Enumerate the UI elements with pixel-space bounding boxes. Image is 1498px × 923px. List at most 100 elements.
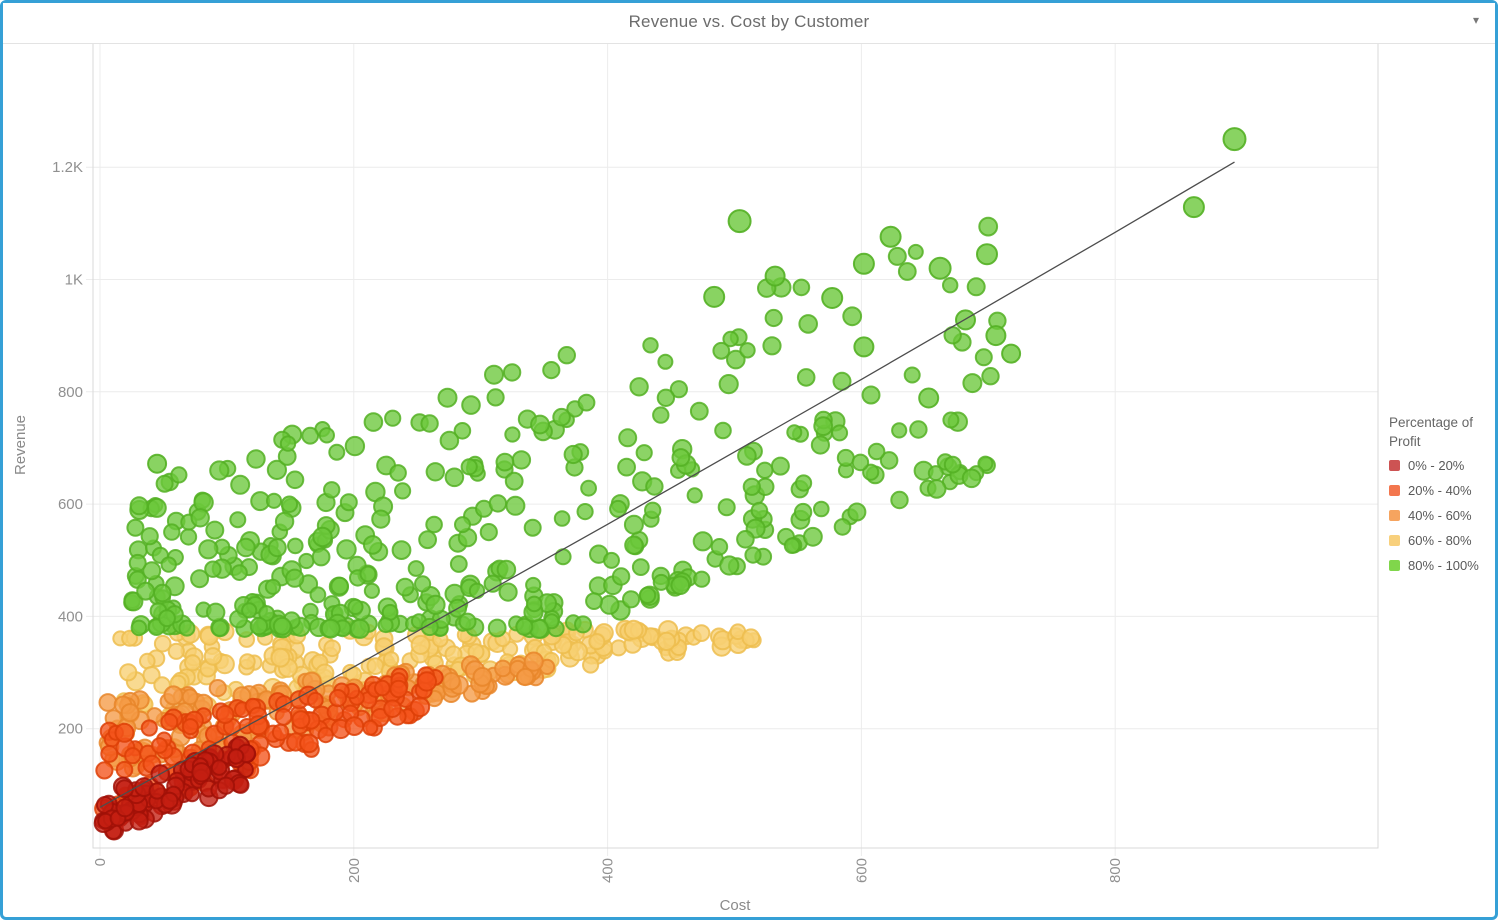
data-point[interactable]: [362, 719, 379, 736]
data-point[interactable]: [862, 463, 880, 481]
data-point[interactable]: [468, 582, 486, 599]
data-point[interactable]: [603, 551, 620, 569]
data-point[interactable]: [330, 576, 349, 596]
data-point[interactable]: [203, 647, 223, 666]
data-point[interactable]: [515, 617, 534, 636]
data-point[interactable]: [163, 523, 181, 541]
data-point[interactable]: [669, 380, 689, 399]
data-point[interactable]: [437, 387, 458, 408]
data-point[interactable]: [927, 465, 944, 482]
data-point[interactable]: [942, 411, 960, 429]
data-point[interactable]: [692, 624, 711, 642]
data-point[interactable]: [689, 401, 709, 421]
data-point[interactable]: [961, 468, 982, 489]
data-point[interactable]: [460, 458, 478, 476]
data-point[interactable]: [425, 594, 446, 615]
data-point[interactable]: [1001, 343, 1022, 364]
data-point[interactable]: [890, 490, 909, 510]
data-point[interactable]: [198, 539, 219, 560]
data-point[interactable]: [693, 570, 711, 588]
data-point[interactable]: [442, 672, 461, 691]
data-point[interactable]: [588, 633, 606, 651]
data-point[interactable]: [119, 663, 138, 682]
data-point[interactable]: [796, 368, 816, 387]
data-point[interactable]: [853, 336, 875, 358]
data-point[interactable]: [158, 609, 176, 628]
data-point[interactable]: [377, 617, 394, 634]
data-point[interactable]: [362, 535, 383, 555]
data-point[interactable]: [722, 330, 739, 348]
data-point[interactable]: [525, 595, 543, 613]
data-point[interactable]: [737, 446, 757, 466]
data-point[interactable]: [966, 277, 986, 297]
data-point[interactable]: [803, 526, 823, 547]
data-point[interactable]: [836, 448, 855, 467]
data-point[interactable]: [498, 582, 518, 602]
data-point[interactable]: [652, 406, 670, 424]
data-point[interactable]: [265, 492, 283, 509]
data-point[interactable]: [210, 759, 228, 776]
data-point[interactable]: [981, 367, 1000, 386]
data-point[interactable]: [318, 427, 335, 444]
data-point[interactable]: [420, 617, 439, 637]
data-point[interactable]: [160, 791, 179, 810]
data-point[interactable]: [211, 619, 229, 637]
data-point[interactable]: [121, 629, 139, 647]
data-point[interactable]: [739, 342, 756, 359]
data-point[interactable]: [115, 779, 134, 799]
data-point[interactable]: [897, 262, 917, 281]
data-point[interactable]: [153, 634, 172, 653]
data-point[interactable]: [623, 619, 644, 640]
data-point[interactable]: [511, 450, 532, 470]
data-point[interactable]: [712, 341, 731, 360]
data-point[interactable]: [258, 605, 275, 622]
data-point[interactable]: [487, 618, 507, 638]
data-point[interactable]: [504, 426, 521, 443]
data-point[interactable]: [339, 493, 358, 512]
data-point[interactable]: [153, 583, 172, 603]
data-point[interactable]: [155, 474, 174, 493]
data-point[interactable]: [762, 336, 782, 356]
data-point[interactable]: [631, 558, 650, 576]
data-point[interactable]: [181, 718, 199, 736]
data-point[interactable]: [852, 252, 875, 275]
data-point[interactable]: [204, 560, 222, 578]
data-point[interactable]: [190, 569, 210, 589]
data-point[interactable]: [414, 575, 432, 593]
data-point[interactable]: [622, 590, 641, 609]
data-point[interactable]: [129, 811, 149, 831]
data-point[interactable]: [516, 667, 535, 687]
data-point[interactable]: [703, 285, 726, 308]
data-point[interactable]: [271, 723, 290, 741]
legend-item-0-20[interactable]: 0% - 20%: [1389, 458, 1491, 473]
data-point[interactable]: [344, 435, 366, 457]
data-point[interactable]: [328, 689, 347, 708]
data-point[interactable]: [686, 487, 703, 504]
data-point[interactable]: [246, 449, 266, 469]
data-point[interactable]: [638, 586, 657, 604]
scatter-plot[interactable]: 200 400 600 800 1K 1.2K 0 200 400 600 800 Cost Rev…: [3, 3, 1498, 923]
data-point[interactable]: [323, 639, 342, 658]
data-point[interactable]: [287, 537, 304, 555]
data-point[interactable]: [458, 612, 477, 631]
data-point[interactable]: [976, 243, 998, 266]
data-point[interactable]: [184, 786, 201, 803]
data-point[interactable]: [184, 654, 202, 672]
data-point[interactable]: [783, 537, 801, 555]
data-point[interactable]: [495, 452, 515, 472]
data-point[interactable]: [879, 225, 902, 248]
data-point[interactable]: [363, 412, 384, 432]
data-point[interactable]: [382, 651, 400, 668]
data-point[interactable]: [504, 471, 524, 491]
data-point[interactable]: [301, 426, 320, 445]
data-point[interactable]: [264, 578, 281, 595]
data-point[interactable]: [563, 444, 583, 465]
data-point[interactable]: [525, 576, 542, 594]
data-point[interactable]: [617, 457, 636, 477]
data-point[interactable]: [552, 407, 571, 427]
data-point[interactable]: [249, 616, 269, 636]
data-point[interactable]: [285, 470, 305, 490]
data-point[interactable]: [215, 705, 235, 724]
data-point[interactable]: [656, 388, 676, 407]
data-point[interactable]: [486, 388, 505, 407]
